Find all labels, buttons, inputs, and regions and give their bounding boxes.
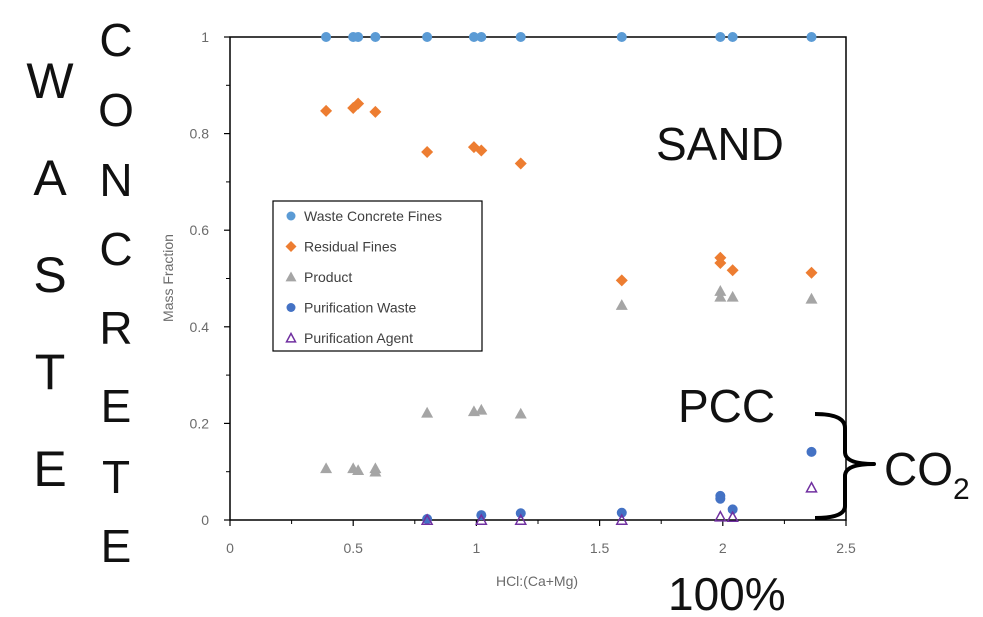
legend-label-product: Product — [304, 269, 352, 285]
x-tick-label: 1.5 — [590, 540, 610, 556]
product-point — [805, 292, 818, 304]
concrete-letter: C — [99, 14, 132, 66]
waste-letter: A — [33, 150, 67, 206]
legend-label-waste-concrete-fines: Waste Concrete Fines — [304, 208, 442, 224]
residual-fines-point — [805, 266, 818, 279]
purification-agent-point — [514, 513, 528, 525]
pcc-annotation: PCC — [678, 380, 775, 432]
x-axis-title: HCl:(Ca+Mg) — [496, 573, 578, 589]
purification-waste-point — [715, 493, 726, 504]
purification-agent-point — [475, 513, 488, 525]
legend: Waste Concrete Fines Residual Fines Produc… — [272, 200, 483, 352]
waste-concrete-fines-point — [476, 32, 487, 42]
legend-label-purification-waste: Purification Waste — [304, 300, 417, 316]
product-point — [714, 285, 727, 296]
waste-concrete-fines-point — [422, 32, 433, 42]
waste-concrete-fines-point — [727, 32, 738, 42]
legend-marker-product — [285, 271, 297, 282]
concrete-letter: E — [101, 380, 132, 432]
purification-waste-point — [806, 446, 817, 457]
waste-letter: E — [33, 441, 66, 497]
data-points — [320, 32, 818, 525]
concrete-letter: O — [98, 84, 134, 136]
legend-label-purification-agent: Purification Agent — [304, 330, 413, 346]
residual-fines-point — [615, 274, 628, 287]
purification-waste-point — [515, 508, 526, 519]
purification-agent-point — [420, 513, 434, 525]
product-point — [514, 407, 527, 419]
residual-fines-point — [475, 144, 488, 157]
purification-waste-point — [727, 504, 738, 515]
waste-concrete-fines-point — [515, 32, 526, 42]
legend-box — [272, 200, 483, 352]
concrete-letter: N — [99, 154, 132, 206]
legend-label-residual-fines: Residual Fines — [304, 239, 397, 255]
residual-fines-point — [421, 145, 434, 158]
waste-concrete-fines-point — [370, 32, 381, 42]
product-point — [475, 403, 488, 415]
concrete-letter: T — [102, 451, 130, 503]
waste-concrete-fines-point — [353, 32, 364, 42]
purification-waste-point — [616, 507, 627, 518]
waste-letter: S — [33, 247, 66, 303]
product-point — [726, 290, 739, 302]
x-tick-label: 0 — [226, 540, 234, 556]
residual-fines-point — [726, 264, 739, 277]
axes: 0 0.5 1 1.5 2 2.5 0 0.2 0.4 0.6 0.8 1 — [190, 29, 856, 556]
waste-concrete-fines-point — [715, 32, 726, 42]
co2-brace — [814, 412, 876, 520]
y-tick-label: 0.8 — [190, 126, 210, 142]
y-tick-label: 1 — [201, 29, 209, 45]
x-tick-label: 1 — [473, 540, 481, 556]
concrete-letter: C — [99, 223, 132, 275]
purification-agent-point — [714, 510, 727, 522]
x-tick-label: 0.5 — [343, 540, 363, 556]
co2-subscript: 2 — [953, 473, 970, 506]
y-tick-label: 0.2 — [190, 415, 210, 431]
residual-fines-point — [714, 257, 727, 270]
y-tick-label: 0 — [201, 512, 209, 528]
legend-marker-purification-waste — [286, 303, 296, 312]
waste-concrete-fines-point — [321, 32, 332, 42]
x-tick-label: 2.5 — [836, 540, 856, 556]
residual-fines-point — [352, 97, 365, 110]
y-tick-label: 0.4 — [190, 319, 210, 335]
waste-concrete-fines-point — [806, 32, 817, 42]
concrete-letter: R — [99, 302, 132, 354]
product-point — [615, 299, 628, 310]
percent-annotation: 100% — [668, 568, 786, 617]
x-tick-label: 2 — [719, 540, 727, 556]
purification-agent-point — [726, 510, 739, 523]
residual-fines-point — [320, 104, 333, 117]
product-point — [352, 464, 365, 476]
waste-concrete-fines-point — [616, 32, 627, 42]
purification-agent-point — [805, 481, 818, 493]
y-axis-title: Mass Fraction — [160, 234, 176, 322]
product-point — [421, 406, 434, 418]
residual-fines-point — [369, 105, 382, 118]
residual-fines-point — [514, 157, 527, 170]
purification-agent-point — [615, 513, 629, 525]
legend-marker-purification-agent — [285, 331, 297, 343]
sand-annotation: SAND — [656, 118, 784, 170]
product-point — [320, 462, 333, 474]
legend-marker-waste-concrete-fines — [286, 211, 296, 221]
product-point — [369, 465, 382, 477]
purification-waste-point — [422, 514, 433, 525]
waste-letter: T — [35, 344, 66, 400]
concrete-letter: E — [101, 520, 132, 572]
product-point — [714, 290, 727, 302]
waste-letter: W — [26, 53, 74, 109]
legend-marker-residual-fines — [285, 241, 297, 252]
co2-main-text: CO — [884, 443, 953, 495]
y-tick-label: 0.6 — [190, 222, 210, 238]
waste-concrete-fines-point — [468, 32, 479, 42]
co2-annotation: CO2 — [884, 443, 970, 506]
